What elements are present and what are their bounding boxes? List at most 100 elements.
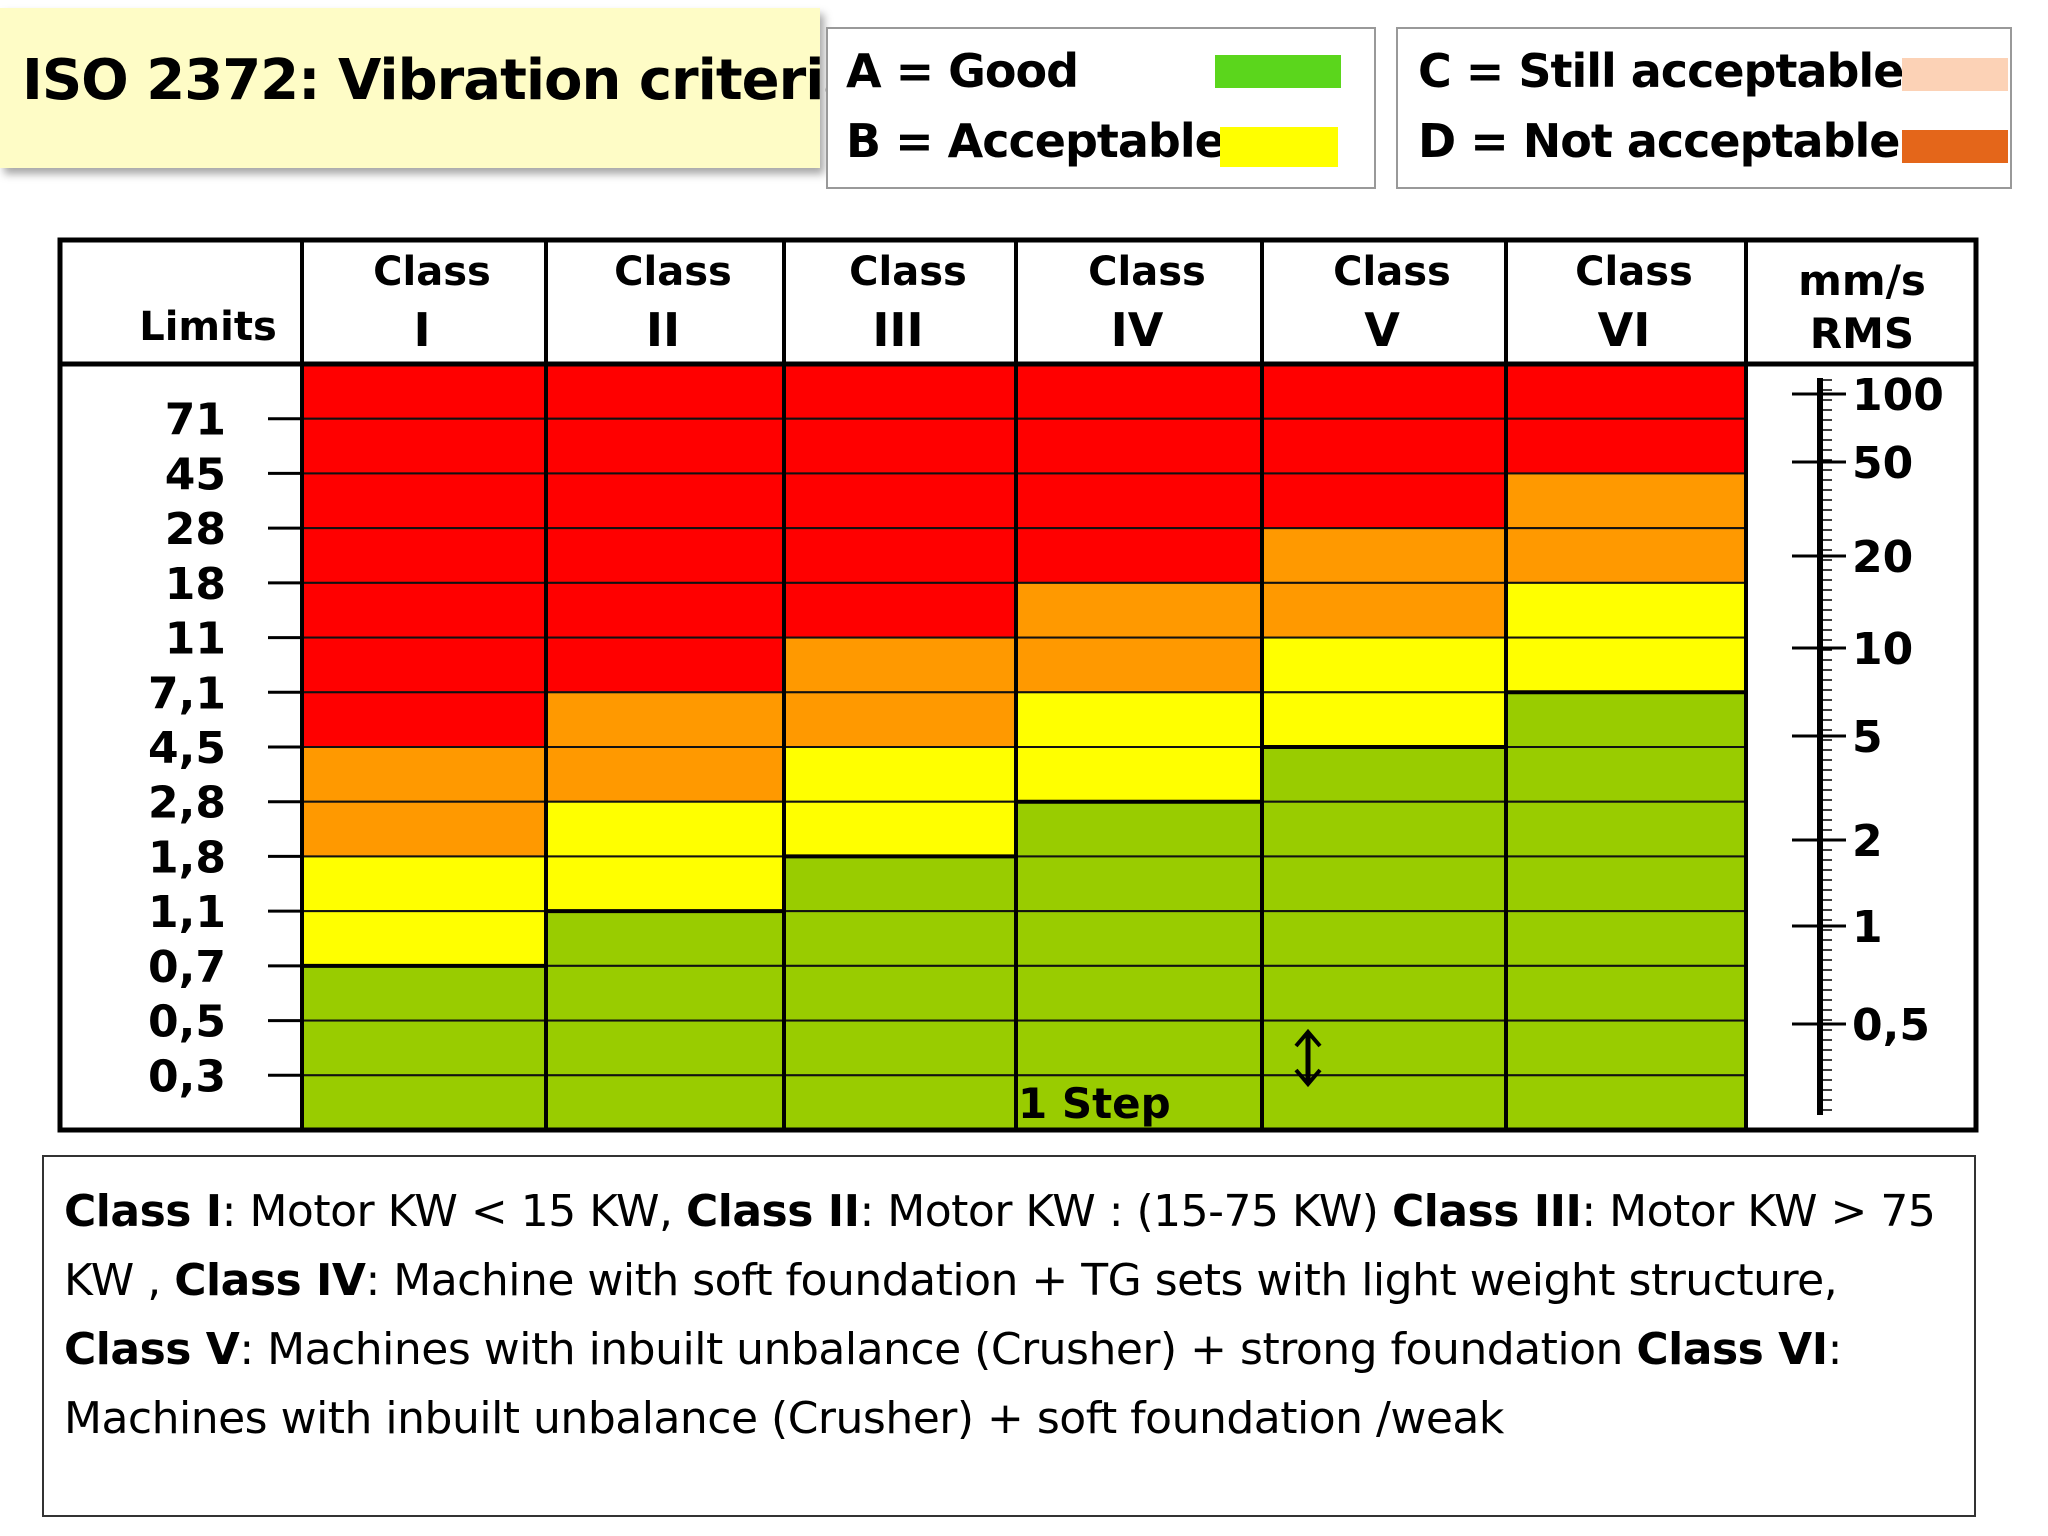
severity-cell	[783, 910, 1017, 967]
severity-cell	[301, 800, 547, 858]
severity-cell	[1505, 964, 1747, 1022]
legend-swatch-c	[1902, 58, 2008, 91]
description-class-name: Class V	[64, 1324, 240, 1375]
severity-cell	[783, 746, 1017, 803]
severity-cell	[545, 417, 785, 475]
severity-cell	[301, 691, 547, 748]
severity-cell	[1261, 472, 1507, 530]
unit-header: mm/s	[1798, 256, 1926, 305]
class-header-word: Class	[1575, 249, 1693, 295]
severity-cell	[545, 527, 785, 584]
description-class-text: : Motor KW > 75 KW ,	[64, 1186, 1936, 1306]
description-class-name: Class I	[64, 1186, 222, 1237]
severity-cell	[1015, 1019, 1263, 1077]
severity-cell	[1015, 964, 1263, 1022]
severity-cell	[301, 417, 547, 475]
description-class-text: : Motor KW : (15-75 KW)	[859, 1186, 1392, 1237]
severity-cell	[1015, 581, 1263, 639]
severity-cell	[301, 746, 547, 803]
severity-cell	[1015, 527, 1263, 584]
scale-label: 100	[1852, 370, 1944, 421]
scale-label: 20	[1852, 532, 1913, 583]
severity-cell	[783, 417, 1017, 475]
legend-swatch-d	[1902, 130, 2008, 163]
severity-cell	[1015, 417, 1263, 475]
severity-cell	[783, 691, 1017, 748]
description-class-text: : Machine with soft foundation + TG sets…	[365, 1255, 1838, 1306]
severity-cell	[783, 800, 1017, 858]
class-header-numeral: V	[1364, 303, 1400, 357]
step-arrow-head-down	[1294, 1068, 1322, 1088]
severity-cell	[1505, 636, 1747, 694]
legend-label-b: B = Acceptable	[846, 114, 1226, 168]
severity-cell	[301, 964, 547, 1022]
legend-label-d: D = Not acceptable	[1418, 114, 1900, 168]
description-class-name: Class IV	[174, 1255, 366, 1306]
severity-cell	[1261, 417, 1507, 475]
severity-cell	[301, 855, 547, 913]
severity-cell	[1505, 1074, 1747, 1132]
severity-cell	[545, 964, 785, 1022]
severity-cell	[1261, 800, 1507, 858]
limit-label: 0,5	[148, 997, 226, 1048]
unit-header: RMS	[1810, 309, 1914, 358]
limits-header: Limits	[139, 304, 277, 350]
class-header-numeral: II	[646, 303, 680, 357]
severity-cell	[1505, 472, 1747, 530]
severity-cell	[1015, 746, 1263, 803]
severity-cell	[783, 636, 1017, 694]
severity-cell	[1505, 417, 1747, 475]
step-arrow-head-up	[1294, 1028, 1322, 1048]
severity-cell	[783, 363, 1017, 420]
limit-label: 4,5	[148, 723, 226, 774]
severity-cell	[783, 1019, 1017, 1077]
severity-cell	[1015, 691, 1263, 748]
legend-swatch-a	[1215, 55, 1341, 88]
severity-cell	[301, 1074, 547, 1132]
limit-label: 45	[165, 449, 226, 500]
limit-label: 1,1	[148, 887, 226, 938]
severity-cell	[1261, 691, 1507, 748]
description-class-text: : Machines with inbuilt unbalance (Crush…	[239, 1324, 1637, 1375]
step-label: 1 Step	[1018, 1079, 1171, 1128]
severity-cell	[1505, 527, 1747, 584]
severity-cell	[1505, 581, 1747, 639]
description-class-name: Class III	[1391, 1186, 1582, 1237]
scale-label: 10	[1852, 624, 1913, 675]
class-header-word: Class	[1088, 249, 1206, 295]
class-header-numeral: IV	[1111, 303, 1164, 357]
scale-label: 1	[1852, 902, 1883, 953]
class-header-numeral: III	[872, 303, 923, 357]
severity-cell	[301, 363, 547, 420]
severity-cell	[783, 581, 1017, 639]
severity-cell	[545, 910, 785, 967]
severity-cell	[545, 1019, 785, 1077]
severity-cell	[545, 1074, 785, 1132]
severity-cell	[1261, 636, 1507, 694]
class-header-word: Class	[373, 249, 491, 295]
severity-cell	[545, 855, 785, 913]
limit-label: 1,8	[148, 832, 226, 883]
severity-cell	[1261, 1074, 1507, 1132]
class-description-box: Class I: Motor KW < 15 KW, Class II: Mot…	[42, 1155, 1976, 1517]
severity-cell	[545, 581, 785, 639]
limit-label: 28	[165, 504, 226, 555]
severity-cell	[301, 636, 547, 694]
severity-cell	[1015, 363, 1263, 420]
severity-cell	[301, 527, 547, 584]
severity-cell	[545, 746, 785, 803]
severity-cell	[545, 691, 785, 748]
severity-cell	[545, 472, 785, 530]
severity-cell	[1015, 472, 1263, 530]
limit-label: 18	[165, 559, 226, 610]
description-class-text: : Machines with inbuilt unbalance (Crush…	[64, 1324, 1842, 1444]
severity-cell	[783, 964, 1017, 1022]
severity-cell	[783, 1074, 1017, 1132]
severity-cell	[1505, 910, 1747, 967]
class-header-word: Class	[614, 249, 732, 295]
severity-cell	[1505, 746, 1747, 803]
description-class-name: Class II	[685, 1186, 860, 1237]
severity-cell	[1505, 800, 1747, 858]
class-description: Class I: Motor KW < 15 KW, Class II: Mot…	[64, 1177, 1954, 1453]
title-banner	[0, 8, 820, 168]
